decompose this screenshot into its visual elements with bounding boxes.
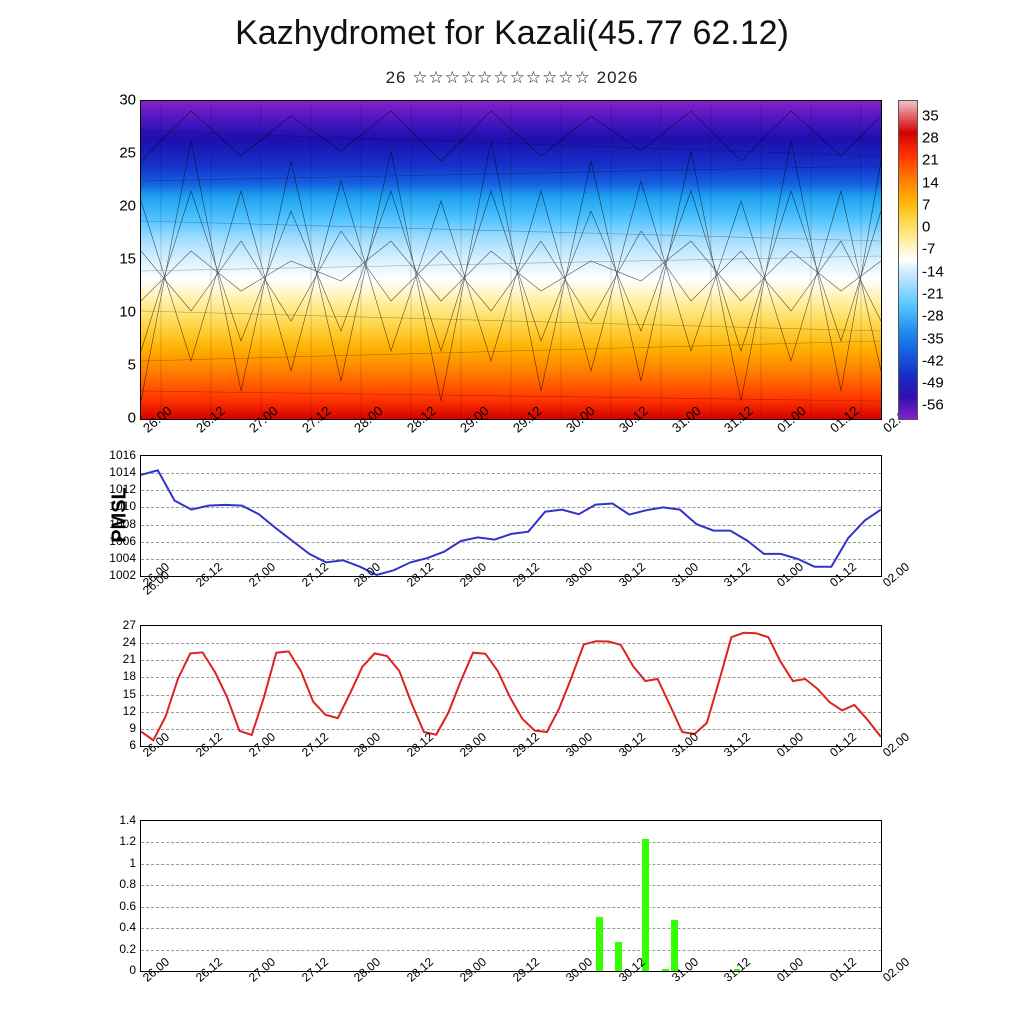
main-ytick-10: 10	[119, 304, 136, 321]
subtitle-day: 26	[386, 68, 407, 87]
precipitation-chart-yaxis: 1.4 1.2 1 0.8 0.6 0.4 0.2 0	[102, 820, 136, 970]
precip-ytick-04: 0.4	[119, 920, 136, 934]
precip-bar-1	[596, 917, 603, 971]
precipitation-chart: PRECIP, mm 1.4 1.2 1 0.8 0.6 0.4 0.2 0	[140, 820, 880, 970]
pmsl-chart-yaxis: 1016 1014 1012 1010 1008 1006 1004 1002	[102, 455, 136, 575]
temp-ytick-12: 12	[123, 704, 136, 718]
cbar-label-14: 14	[922, 174, 939, 191]
main-ytick-0: 0	[128, 410, 136, 427]
temp-ytick-21: 21	[123, 652, 136, 666]
meteogram-page: Kazhydromet for Kazali(45.77 62.12) 26 ☆…	[0, 0, 1024, 1024]
temp-ytick-18: 18	[123, 669, 136, 683]
main-ytick-25: 25	[119, 145, 136, 162]
temperature-chart: TEMP at 2 M 27 24 21 18 15 12 9 6 26.00	[140, 625, 880, 745]
main-ytick-15: 15	[119, 251, 136, 268]
precip-ytick-10: 1	[129, 856, 136, 870]
cbar-label-35: 35	[922, 107, 939, 124]
temperature-colorbar-labels: 35 28 21 14 7 0 -7 -14 -21 -28 -35 -42 -…	[922, 100, 982, 418]
main-ytick-30: 30	[119, 92, 136, 109]
precip-ytick-08: 0.8	[119, 877, 136, 891]
cbar-label-m7: -7	[922, 241, 935, 258]
cbar-label-m14: -14	[922, 263, 944, 280]
main-ytick-20: 20	[119, 197, 136, 214]
pmsl-chart: PMSL 1016 1014 1012 1010 1008 1006 1004 …	[140, 455, 880, 575]
cbar-label-28: 28	[922, 130, 939, 147]
pmsl-chart-plotarea	[140, 455, 882, 577]
cbar-label-m42: -42	[922, 352, 944, 369]
temperature-line-series	[141, 626, 881, 746]
pmsl-line-series	[141, 456, 881, 576]
cbar-label-m35: -35	[922, 330, 944, 347]
pmsl-ytick-1016: 1016	[109, 448, 136, 462]
wind-temperature-chart: 30 25 20 15 10 5 0 26.00 26.12 27.00 27.…	[140, 100, 880, 418]
precip-bar-5	[671, 920, 678, 971]
cbar-label-21: 21	[922, 152, 939, 169]
temp-ytick-15: 15	[123, 687, 136, 701]
page-subtitle: 26 ☆☆☆☆☆☆☆☆☆☆☆ 2026	[0, 68, 1024, 88]
temperature-chart-plotarea	[140, 625, 882, 747]
cbar-label-m21: -21	[922, 285, 944, 302]
temp-ytick-27: 27	[123, 618, 136, 632]
wind-temperature-chart-plotarea	[140, 100, 882, 420]
cbar-label-m56: -56	[922, 397, 944, 414]
temp-ytick-6: 6	[129, 738, 136, 752]
pmsl-ytick-1004: 1004	[109, 551, 136, 565]
pmsl-ytick-1012: 1012	[109, 482, 136, 496]
precipitation-chart-plotarea	[140, 820, 882, 972]
pmsl-ytick-1014: 1014	[109, 465, 136, 479]
page-title: Kazhydromet for Kazali(45.77 62.12)	[0, 14, 1024, 53]
precip-ytick-00: 0	[129, 963, 136, 977]
subtitle-month-glyphs: ☆☆☆☆☆☆☆☆☆☆☆	[412, 68, 591, 87]
subtitle-year: 2026	[597, 68, 639, 87]
temp-ytick-9: 9	[129, 721, 136, 735]
precip-ytick-02: 0.2	[119, 942, 136, 956]
precip-ytick-14: 1.4	[119, 813, 136, 827]
cbar-label-m28: -28	[922, 308, 944, 325]
wind-barb-mesh	[141, 101, 881, 419]
precipitation-chart-xaxis: 26.00 26.12 27.00 27.12 28.00 28.12 29.0…	[140, 970, 880, 1010]
pmsl-ytick-1006: 1006	[109, 534, 136, 548]
precip-ytick-12: 1.2	[119, 834, 136, 848]
temperature-chart-xaxis: 26.00 26.12 27.00 27.12 28.00 28.12 29.0…	[140, 745, 880, 785]
cbar-label-0: 0	[922, 219, 930, 236]
temp-ytick-24: 24	[123, 635, 136, 649]
pmsl-ytick-1002: 1002	[109, 568, 136, 582]
cbar-label-7: 7	[922, 196, 930, 213]
precip-bar-2	[615, 942, 622, 971]
pmsl-ytick-1008: 1008	[109, 517, 136, 531]
temperature-colorbar	[898, 100, 918, 420]
precip-ytick-06: 0.6	[119, 899, 136, 913]
cbar-label-m49: -49	[922, 375, 944, 392]
pmsl-ytick-1010: 1010	[109, 499, 136, 513]
main-ytick-5: 5	[128, 356, 136, 373]
wind-temp-chart-yaxis: 30 25 20 15 10 5 0	[100, 100, 136, 418]
temperature-chart-yaxis: 27 24 21 18 15 12 9 6	[102, 625, 136, 745]
temperature-chart-xaxis-top: 26.00	[140, 597, 880, 637]
precip-bar-3	[642, 839, 649, 971]
